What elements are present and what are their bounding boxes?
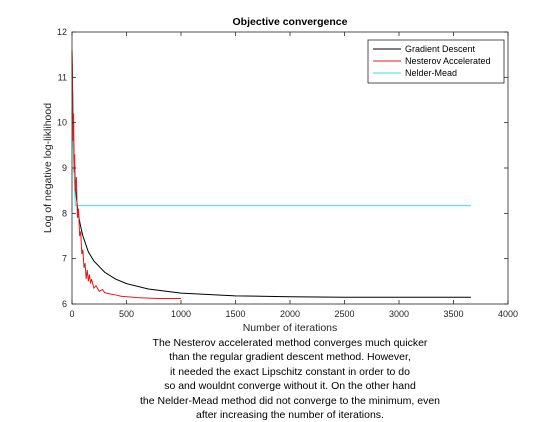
caption-line-0: The Nesterov accelerated method converge… bbox=[80, 336, 500, 350]
y-tick-label: 11 bbox=[58, 72, 67, 82]
caption-line-3: so and wouldnt converge without it. On t… bbox=[80, 379, 500, 393]
caption-line-4: the Nelder-Mead method did not converge … bbox=[80, 394, 500, 408]
legend-label-1: Nesterov Accelerated bbox=[405, 56, 491, 66]
y-tick-label: 12 bbox=[57, 27, 67, 37]
x-tick-label: 2000 bbox=[280, 309, 300, 319]
x-tick-label: 1500 bbox=[225, 309, 245, 319]
x-axis-label: Number of iterations bbox=[243, 322, 338, 334]
x-tick-label: 1000 bbox=[171, 309, 191, 319]
x-tick-label: 2500 bbox=[334, 309, 354, 319]
x-tick-label: 3500 bbox=[443, 309, 463, 319]
caption-line-1: than the regular gradient descent method… bbox=[80, 350, 500, 364]
x-tick-label: 0 bbox=[69, 309, 74, 319]
y-tick-label: 8 bbox=[62, 208, 67, 218]
legend-label-2: Nelder-Mead bbox=[405, 68, 457, 78]
chart-caption: The Nesterov accelerated method converge… bbox=[80, 336, 500, 422]
caption-line-2: it needed the exact Lipschitz constant i… bbox=[80, 365, 500, 379]
legend: Gradient Descent Nesterov Accelerated Neld… bbox=[368, 40, 504, 83]
legend-label-0: Gradient Descent bbox=[405, 44, 476, 54]
y-tick-label: 9 bbox=[62, 163, 67, 173]
y-tick-label: 6 bbox=[62, 299, 67, 309]
x-tick-label: 500 bbox=[119, 309, 134, 319]
y-tick-label: 7 bbox=[62, 254, 67, 264]
y-tick-label: 10 bbox=[57, 118, 67, 128]
x-tick-label: 3000 bbox=[389, 309, 409, 319]
chart-title: Objective convergence bbox=[233, 16, 348, 28]
y-axis-label: Log of negative log-liklihood bbox=[42, 103, 54, 233]
x-tick-label: 4000 bbox=[498, 309, 518, 319]
